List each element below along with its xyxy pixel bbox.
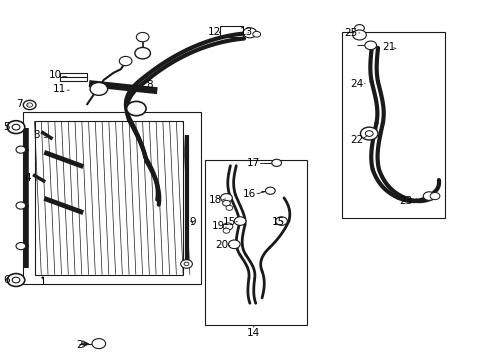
Text: 10: 10 bbox=[49, 70, 62, 80]
Text: 1: 1 bbox=[40, 277, 46, 287]
Text: 21: 21 bbox=[382, 42, 395, 52]
Bar bbox=[220, 26, 243, 37]
Circle shape bbox=[90, 82, 108, 95]
Circle shape bbox=[365, 41, 376, 50]
Text: 20: 20 bbox=[216, 240, 229, 250]
Text: 18: 18 bbox=[209, 195, 222, 204]
Circle shape bbox=[234, 217, 246, 225]
Circle shape bbox=[353, 30, 367, 40]
Text: 3: 3 bbox=[34, 130, 40, 140]
Text: 25: 25 bbox=[344, 28, 358, 38]
Bar bbox=[34, 121, 183, 275]
Circle shape bbox=[7, 121, 25, 134]
Text: 5: 5 bbox=[3, 122, 10, 132]
Text: 24: 24 bbox=[350, 79, 364, 89]
Text: 22: 22 bbox=[350, 135, 364, 145]
Circle shape bbox=[226, 205, 233, 210]
Circle shape bbox=[423, 192, 435, 201]
Text: 2: 2 bbox=[76, 340, 83, 350]
Text: 7: 7 bbox=[17, 99, 23, 109]
Circle shape bbox=[355, 24, 365, 32]
Circle shape bbox=[184, 262, 189, 266]
Text: 23: 23 bbox=[399, 197, 413, 206]
Text: 14: 14 bbox=[247, 328, 260, 338]
Circle shape bbox=[135, 48, 150, 59]
Circle shape bbox=[253, 31, 261, 37]
Bar bbox=[205, 160, 307, 325]
Text: 15: 15 bbox=[223, 217, 236, 227]
Circle shape bbox=[12, 277, 20, 283]
Text: 8: 8 bbox=[147, 80, 153, 90]
Text: 15: 15 bbox=[271, 217, 285, 227]
Bar bbox=[343, 32, 445, 217]
Circle shape bbox=[272, 159, 282, 166]
Circle shape bbox=[223, 228, 230, 233]
Circle shape bbox=[119, 57, 132, 66]
Text: 19: 19 bbox=[212, 221, 225, 231]
Circle shape bbox=[181, 260, 193, 268]
Circle shape bbox=[27, 103, 32, 107]
Bar bbox=[24, 112, 201, 284]
Text: 17: 17 bbox=[247, 158, 260, 168]
Circle shape bbox=[228, 240, 240, 249]
Circle shape bbox=[266, 187, 275, 194]
Circle shape bbox=[7, 274, 25, 287]
Circle shape bbox=[430, 193, 440, 200]
Circle shape bbox=[16, 202, 26, 209]
Circle shape bbox=[276, 217, 288, 225]
Circle shape bbox=[222, 201, 230, 206]
Circle shape bbox=[24, 100, 36, 110]
Circle shape bbox=[16, 146, 26, 153]
Bar bbox=[60, 73, 87, 81]
Circle shape bbox=[366, 131, 373, 136]
Circle shape bbox=[126, 102, 146, 116]
Circle shape bbox=[243, 28, 257, 38]
Text: 16: 16 bbox=[243, 189, 256, 199]
Text: 13: 13 bbox=[240, 27, 253, 37]
Circle shape bbox=[92, 339, 106, 348]
Text: 11: 11 bbox=[53, 84, 67, 94]
Circle shape bbox=[220, 194, 232, 202]
Text: 9: 9 bbox=[190, 217, 196, 227]
Text: 12: 12 bbox=[208, 27, 221, 37]
Circle shape bbox=[16, 243, 26, 249]
Text: 4: 4 bbox=[25, 173, 31, 183]
Circle shape bbox=[361, 127, 378, 140]
Circle shape bbox=[136, 32, 149, 42]
Circle shape bbox=[223, 223, 233, 230]
Text: 6: 6 bbox=[3, 275, 10, 285]
Circle shape bbox=[12, 124, 20, 130]
